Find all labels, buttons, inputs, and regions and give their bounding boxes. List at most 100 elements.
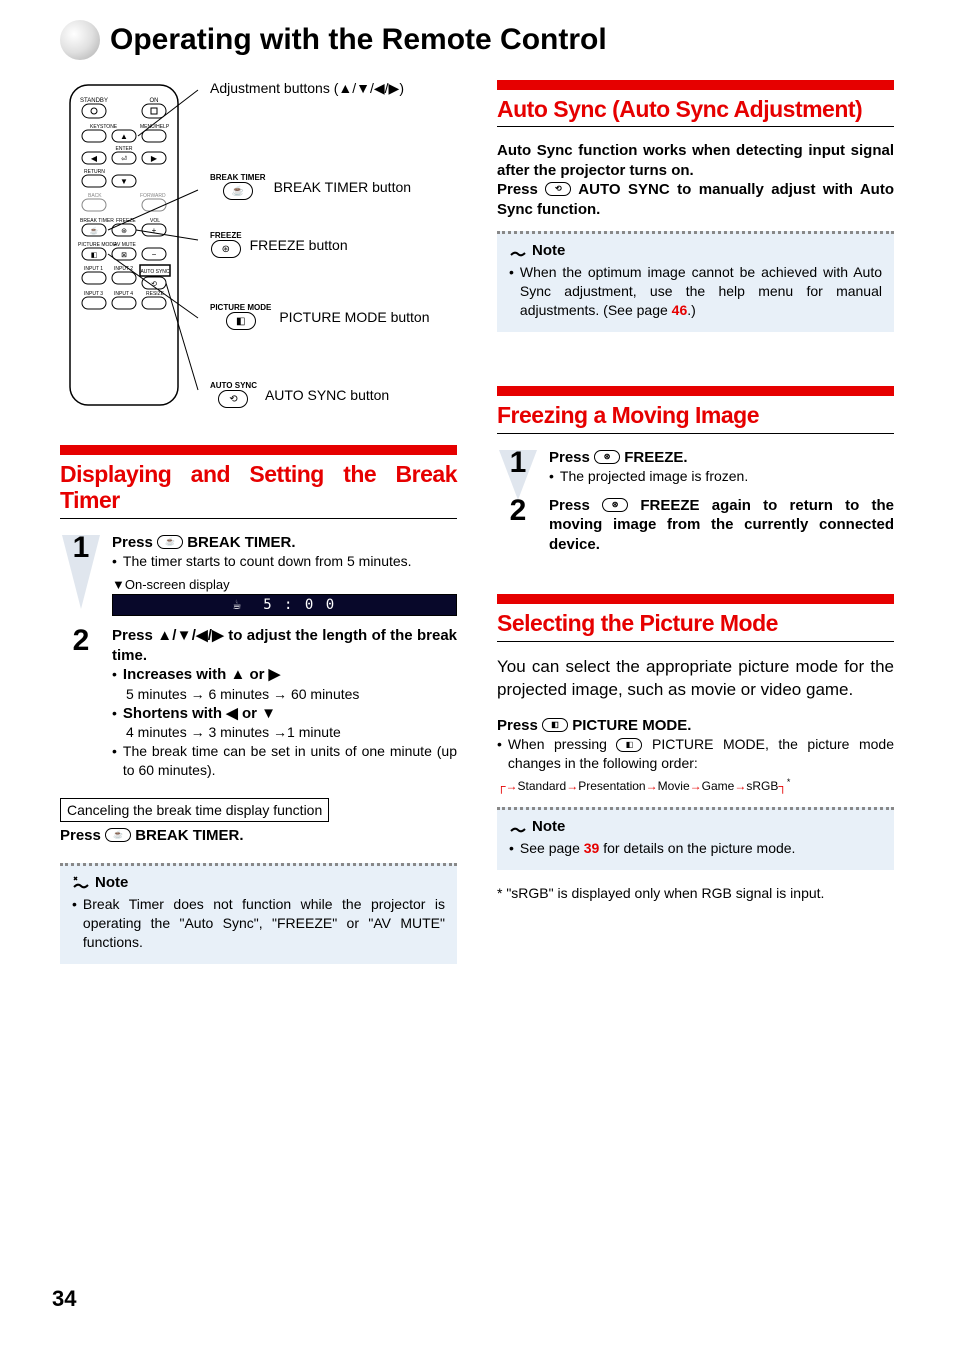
- freeze-heading: Freezing a Moving Image: [497, 402, 894, 428]
- picture-mode-intro: You can select the appropriate picture m…: [497, 656, 894, 702]
- break-timer-step-1: 1 Press ☕ BREAK TIMER. •The timer starts…: [60, 533, 457, 616]
- svg-text:AUTO SYNC: AUTO SYNC: [140, 269, 169, 275]
- cancel-instruction: Press ☕ BREAK TIMER.: [60, 826, 457, 846]
- svg-text:INPUT 3: INPUT 3: [84, 291, 103, 297]
- heading-underline: [497, 126, 894, 127]
- picture-mode-chain: ┌→Standard→Presentation→Movie→Game→sRGB┐…: [497, 777, 894, 793]
- step1-sub: The timer starts to count down from 5 mi…: [123, 552, 412, 571]
- step2-instruction: Press ▲/▼/◀/▶ to adjust the length of th…: [112, 626, 457, 665]
- auto-sync-note: Note • When the optimum image cannot be …: [497, 231, 894, 332]
- txt: Press: [497, 181, 545, 198]
- txt: for details on the picture mode.: [599, 840, 795, 856]
- note-label: Note: [95, 874, 128, 891]
- svg-text:⏎: ⏎: [121, 155, 127, 163]
- svg-text:⊛: ⊛: [121, 228, 127, 235]
- auto-sync-body-1: Auto Sync function works when detecting …: [497, 141, 894, 180]
- cup-icon: ☕: [233, 597, 243, 613]
- left-column: STANDBY ON KEYSTONE MENU/HELP ▲ ENTER ◀ …: [60, 80, 457, 978]
- svg-text:▶: ▶: [151, 154, 158, 163]
- auto-sync-cap: AUTO SYNC: [210, 382, 257, 390]
- cancel-function-box: Canceling the break time display functio…: [60, 798, 329, 822]
- increase-label: Increases with ▲ or ▶: [123, 665, 280, 685]
- freeze-step-2: 2 Press ⊛ FREEZE again to return to the …: [497, 496, 894, 555]
- txt: FREEZE.: [620, 449, 688, 466]
- note-label: Note: [532, 818, 565, 835]
- freeze-icon: ⊛: [211, 240, 241, 258]
- step-number: 1: [60, 533, 102, 563]
- break-timer-icon: ☕: [223, 182, 253, 200]
- note-icon: [72, 873, 90, 891]
- picture-mode-press: Press ◧ PICTURE MODE.: [497, 716, 894, 736]
- break-timer-heading: Displaying and Setting the Break Timer: [60, 461, 457, 514]
- txt: Press: [549, 449, 594, 466]
- auto-sync-icon: ⟲: [218, 390, 248, 408]
- heading-underline: [60, 518, 457, 519]
- timer-value: 5 : 0 0: [263, 597, 336, 613]
- svg-text:ON: ON: [150, 98, 159, 104]
- picture-mode-inline-icon: ◧: [616, 738, 642, 752]
- svg-text:BACK: BACK: [88, 193, 102, 199]
- txt: When the optimum image cannot be achieve…: [520, 264, 882, 318]
- note-icon: [509, 241, 527, 259]
- page-title: Operating with the Remote Control: [110, 23, 607, 57]
- mode: Standard: [518, 779, 567, 793]
- note-text: Break Timer does not function while the …: [83, 895, 445, 952]
- freeze-inline-icon: ⊛: [594, 450, 620, 464]
- txt: Press: [60, 827, 105, 844]
- picture-mode-note: Note • See page 39 for details on the pi…: [497, 807, 894, 870]
- increase-detail: 5 minutes → 6 minutes → 60 minutes: [126, 685, 457, 704]
- break-timer-step-2: 2 Press ▲/▼/◀/▶ to adjust the length of …: [60, 626, 457, 780]
- svg-text:ENTER: ENTER: [116, 146, 133, 152]
- auto-sync-button-label: AUTO SYNC button: [265, 387, 389, 403]
- txt: PICTURE MODE.: [568, 717, 691, 734]
- mode: Movie: [658, 779, 690, 793]
- mode: Game: [702, 779, 735, 793]
- picture-mode-sub: When pressing ◧ PICTURE MODE, the pictur…: [508, 735, 894, 773]
- svg-text:PICTURE MODE: PICTURE MODE: [78, 242, 117, 248]
- page-ref: 46: [672, 302, 688, 318]
- svg-text:AV MUTE: AV MUTE: [114, 242, 137, 248]
- break-timer-cap: BREAK TIMER: [210, 174, 266, 182]
- footnote-marker: *: [787, 777, 791, 787]
- remote-control-icon: STANDBY ON KEYSTONE MENU/HELP ▲ ENTER ◀ …: [60, 80, 200, 410]
- section-divider: [497, 80, 894, 90]
- adjustment-buttons-label: Adjustment buttons (▲/▼/◀/▶): [210, 80, 404, 97]
- heading-underline: [497, 433, 894, 434]
- svg-text:☕: ☕: [90, 226, 99, 235]
- decrease-label: Shortens with ◀ or ▼: [123, 704, 276, 724]
- txt: When pressing: [508, 736, 617, 752]
- svg-text:STANDBY: STANDBY: [80, 98, 108, 104]
- break-timer-inline-icon: ☕: [105, 828, 131, 842]
- onscreen-display-label: ▼On-screen display: [112, 577, 457, 592]
- picture-mode-heading: Selecting the Picture Mode: [497, 610, 894, 636]
- auto-sync-body-2: Press ⟲ AUTO SYNC to manually adjust wit…: [497, 180, 894, 219]
- break-timer-note: Note •Break Timer does not function whil…: [60, 863, 457, 964]
- onscreen-display: ☕ 5 : 0 0: [112, 594, 457, 616]
- freeze-step1-sub: The projected image is frozen.: [560, 467, 748, 486]
- txt: See page: [520, 840, 584, 856]
- svg-text:▼: ▼: [120, 177, 128, 186]
- step-number: 2: [497, 496, 539, 526]
- range-note: The break time can be set in units of on…: [123, 742, 457, 780]
- page-title-row: Operating with the Remote Control: [60, 20, 894, 60]
- svg-text:INPUT 2: INPUT 2: [114, 266, 133, 272]
- svg-text:INPUT 1: INPUT 1: [84, 266, 103, 272]
- freeze-step2-instruction: Press ⊛ FREEZE again to return to the mo…: [549, 496, 894, 555]
- note-label: Note: [532, 242, 565, 259]
- remote-section: STANDBY ON KEYSTONE MENU/HELP ▲ ENTER ◀ …: [60, 80, 457, 410]
- freeze-step-1: 1 Press ⊛ FREEZE. •The projected image i…: [497, 448, 894, 486]
- section-divider: [497, 386, 894, 396]
- txt: Press: [549, 497, 602, 514]
- heading-underline: [497, 641, 894, 642]
- svg-text:◧: ◧: [91, 252, 98, 259]
- picture-mode-footnote: * "sRGB" is displayed only when RGB sign…: [497, 884, 894, 903]
- txt: BREAK TIMER.: [131, 827, 244, 844]
- freeze-cap: FREEZE: [210, 232, 242, 240]
- auto-sync-note-text: When the optimum image cannot be achieve…: [520, 263, 882, 320]
- svg-text:KEYSTONE: KEYSTONE: [90, 124, 118, 130]
- note-icon: [509, 817, 527, 835]
- picture-mode-button-label: PICTURE MODE button: [279, 309, 429, 325]
- picture-mode-cap: PICTURE MODE: [210, 304, 271, 312]
- freeze-inline-icon: ⊛: [602, 498, 628, 512]
- picture-mode-icon: ◧: [226, 312, 256, 330]
